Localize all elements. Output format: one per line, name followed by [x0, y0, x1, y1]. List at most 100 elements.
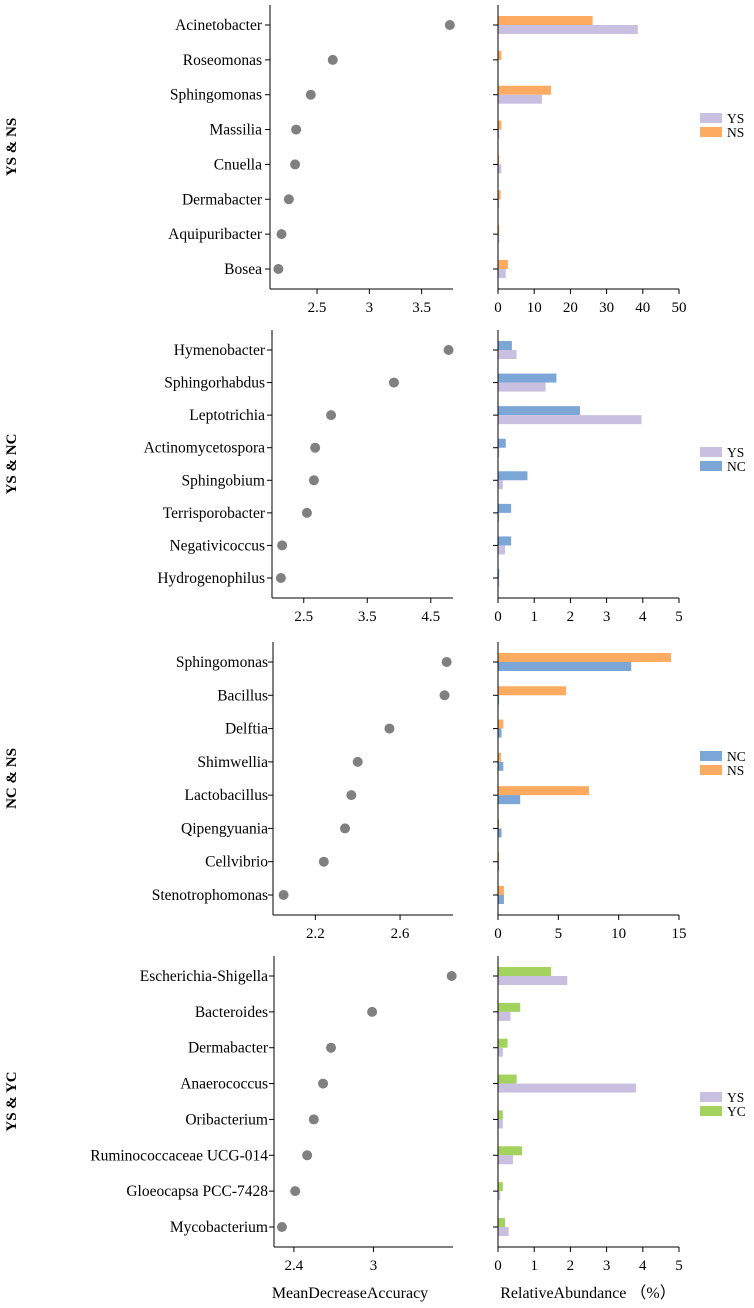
- legend-label: NC: [727, 459, 746, 474]
- panel-label: YS & NS: [4, 118, 20, 176]
- legend-label: NC: [727, 749, 746, 764]
- panel-ys-yc: YS & YC 2.4 3 0 1 2 3 4 5 Escherichia-Shigella Bac…: [4, 956, 746, 1274]
- mda-tick-label: 3.5: [412, 300, 431, 316]
- legend-label: YS: [727, 1090, 744, 1105]
- mda-tick-label: 2.5: [308, 300, 327, 316]
- legend-label: NS: [727, 125, 744, 140]
- mda-tick-label: 4.5: [421, 609, 440, 625]
- category-label: Hydrogenophilus: [157, 570, 265, 587]
- panel-label: NC & NS: [4, 748, 20, 809]
- bar-yc: [498, 1218, 506, 1227]
- abundance-tick-label: 0: [494, 609, 502, 625]
- mda-point: [290, 159, 301, 170]
- abundance-tick-label: 10: [527, 300, 542, 316]
- bar-ys: [498, 578, 500, 587]
- mda-tick-label: 2.4: [285, 1258, 304, 1274]
- category-label: Cellvibrio: [205, 854, 268, 871]
- category-label: Bacillus: [217, 687, 268, 704]
- mda-point: [326, 1042, 337, 1053]
- mda-point: [278, 890, 289, 900]
- bar-nc: [498, 795, 521, 805]
- mda-point: [301, 507, 312, 518]
- mda-point: [290, 1186, 301, 1197]
- mda-point: [367, 1006, 378, 1017]
- abundance-tick-label: 0: [494, 1258, 502, 1274]
- category-label: Bacteroides: [195, 1004, 268, 1021]
- bar-ns: [498, 16, 593, 25]
- mda-point: [441, 657, 452, 667]
- category-label: Dermabacter: [188, 1040, 269, 1057]
- abundance-tick-label: 2: [567, 1258, 575, 1274]
- bar-ns: [498, 85, 551, 95]
- category-label: Terrisporobacter: [163, 505, 266, 522]
- mda-tick-label: 3: [366, 300, 374, 316]
- legend-label: YC: [727, 1104, 746, 1119]
- bar-nc: [498, 895, 504, 904]
- abundance-tick-label: 2: [567, 609, 575, 625]
- category-label: Delftia: [225, 721, 268, 738]
- bar-nc: [498, 406, 580, 416]
- bar-yc: [498, 1146, 523, 1156]
- abundance-tick-label: 20: [563, 300, 578, 316]
- legend-swatch-ys: [700, 447, 722, 457]
- bar-ns: [498, 852, 500, 862]
- category-label: Bosea: [224, 261, 262, 278]
- bar-ys: [498, 382, 546, 392]
- bar-nc: [498, 438, 506, 448]
- legend-swatch-yc: [700, 1106, 722, 1116]
- bar-ns: [498, 719, 504, 729]
- bar-ys: [498, 976, 568, 985]
- bar-nc: [498, 728, 502, 738]
- mda-point: [305, 89, 316, 100]
- abundance-axis-title: RelativeAbundance （%）: [500, 1284, 676, 1302]
- bar-yc: [498, 1110, 503, 1120]
- abundance-tick-label: 3: [603, 609, 611, 625]
- bar-nc: [498, 569, 500, 578]
- category-label: Massilia: [209, 122, 262, 139]
- bar-ys: [498, 94, 542, 104]
- legend-swatch-ys: [700, 113, 722, 123]
- mda-axis-title: MeanDecreaseAccuracy: [272, 1285, 428, 1302]
- mda-point: [308, 475, 319, 486]
- abundance-tick-label: 4: [639, 609, 647, 625]
- bar-ys: [498, 164, 502, 174]
- abundance-tick-label: 1: [530, 1258, 538, 1274]
- abundance-tick-label: 0: [494, 926, 502, 942]
- bar-nc: [498, 695, 500, 705]
- category-label: Ruminococcaceae UCG-014: [90, 1147, 268, 1164]
- mda-tick-label: 2.5: [294, 609, 313, 625]
- bar-ys: [498, 1047, 503, 1057]
- bar-ys: [498, 25, 638, 34]
- legend-swatch-ns: [700, 127, 722, 137]
- mda-point: [327, 54, 338, 65]
- legend-swatch-ns: [700, 765, 722, 775]
- bar-ns: [498, 225, 500, 235]
- mda-point: [446, 971, 457, 981]
- bar-ys: [498, 234, 500, 244]
- mda-point: [352, 756, 363, 767]
- panel-ys-ns: YS & NS 2.5 3 3.5 0 10 20 30 40 50 Acinetobacter Ro…: [4, 5, 744, 316]
- mda-point: [291, 124, 302, 135]
- mda-tick-label: 3: [370, 1258, 378, 1274]
- panel-ys-nc: YS & NC 2.5 3.5 4.5 0 1 2 3 4 5 Hymenobacter Sphing…: [4, 330, 746, 625]
- category-label: Shimwellia: [197, 754, 268, 771]
- bar-ys: [498, 415, 642, 425]
- bar-ys: [498, 129, 500, 139]
- bar-ys: [498, 1119, 503, 1129]
- bar-yc: [498, 1074, 517, 1084]
- mda-point: [346, 790, 357, 801]
- mda-point: [340, 823, 350, 834]
- mda-point: [308, 1114, 319, 1125]
- bar-ns: [498, 819, 500, 829]
- bar-ys: [498, 269, 506, 278]
- abundance-tick-label: 5: [555, 926, 563, 942]
- category-label: Leptotrichia: [189, 407, 265, 424]
- bar-yc: [498, 1038, 508, 1048]
- panel-nc-ns: NC & NS 2.2 2.6 0 5 10 15 Sphingomonas Bacillus D…: [4, 642, 746, 942]
- bar-ys: [498, 1083, 637, 1093]
- abundance-tick-label: 30: [599, 300, 614, 316]
- abundance-tick-label: 5: [675, 609, 683, 625]
- bar-ys: [498, 1227, 509, 1236]
- bar-ns: [498, 786, 589, 796]
